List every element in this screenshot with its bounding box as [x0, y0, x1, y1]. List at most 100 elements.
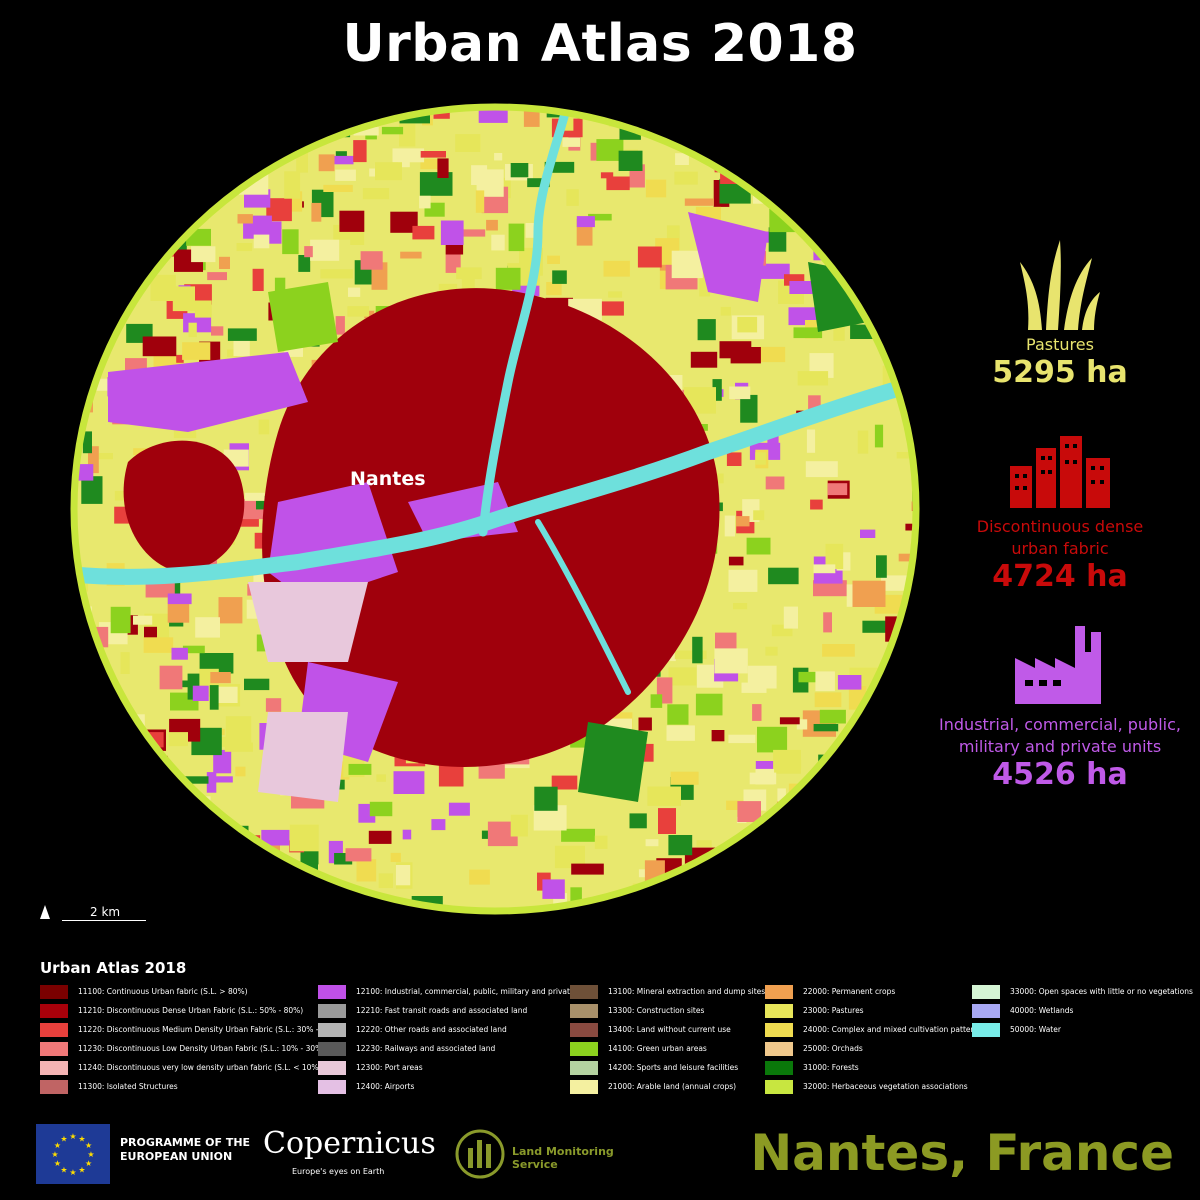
- legend-label: 11100: Continuous Urban fabric (S.L. > 8…: [78, 987, 248, 996]
- land-patch: [768, 227, 787, 252]
- legend-item: 11240: Discontinuous very low density ur…: [40, 1058, 340, 1077]
- eu-star-icon: ★: [69, 1132, 76, 1141]
- land-patch: [804, 173, 829, 185]
- copernicus-logo: Copernicus: [263, 1126, 436, 1161]
- land-patch: [368, 830, 392, 844]
- legend-item: 31000: Forests: [765, 1058, 982, 1077]
- legend-swatch: [40, 1003, 68, 1018]
- land-patch: [668, 835, 693, 856]
- land-patch: [412, 225, 435, 240]
- scale-line: [62, 920, 146, 921]
- land-patch: [75, 309, 86, 338]
- land-patch: [785, 878, 796, 898]
- land-patch: [241, 107, 275, 125]
- land-patch: [756, 263, 790, 279]
- legend-label: 12230: Railways and associated land: [356, 1044, 496, 1053]
- legend-item: 13400: Land without current use: [570, 1020, 765, 1039]
- land-patch: [828, 142, 861, 163]
- land-patch: [810, 821, 827, 845]
- land-use-map[interactable]: Nantes: [68, 102, 922, 916]
- land-patch: [494, 153, 503, 161]
- land-patch: [638, 717, 652, 731]
- land-patch: [219, 256, 230, 269]
- land-patch: [878, 821, 890, 832]
- stat-urban-fabric: Discontinuous dense urban fabric 4724 ha: [935, 436, 1185, 594]
- stat-value: 5295 ha: [992, 355, 1128, 390]
- land-patch: [552, 270, 567, 284]
- land-patch: [787, 823, 821, 839]
- legend-label: 33000: Open spaces with little or no veg…: [1010, 987, 1193, 996]
- land-patch: [159, 820, 191, 833]
- land-patch: [161, 126, 178, 141]
- legend-label: 12220: Other roads and associated land: [356, 1025, 507, 1034]
- land-patch: [242, 899, 269, 911]
- land-patch: [810, 499, 823, 510]
- land-patch: [580, 107, 596, 113]
- land-patch: [921, 573, 922, 583]
- north-arrow-icon: [40, 905, 50, 919]
- land-patch: [189, 118, 210, 129]
- legend-swatch: [40, 1041, 68, 1056]
- land-patch: [318, 154, 335, 172]
- land-patch: [154, 813, 177, 825]
- land-patch: [769, 865, 798, 885]
- land-patch: [227, 517, 259, 527]
- land-patch: [74, 787, 102, 797]
- land-patch: [779, 717, 800, 725]
- land-patch: [286, 121, 295, 133]
- land-patch: [690, 351, 718, 368]
- land-patch: [894, 829, 916, 853]
- land-patch: [348, 763, 372, 775]
- land-patch: [136, 856, 154, 870]
- scale-bar: 2 km: [40, 903, 160, 925]
- land-patch: [760, 150, 791, 165]
- land-patch: [833, 317, 845, 341]
- land-patch: [193, 842, 214, 863]
- legend-swatch: [765, 1060, 793, 1075]
- land-patch: [851, 125, 881, 146]
- land-patch: [815, 671, 835, 692]
- land-patch: [759, 155, 786, 180]
- land-patch: [437, 158, 449, 178]
- legend-column: 33000: Open spaces with little or no veg…: [972, 982, 1193, 1039]
- land-patch: [915, 558, 916, 586]
- land-patch: [192, 685, 209, 701]
- land-patch: [448, 802, 470, 816]
- legend-label: 25000: Orchads: [803, 1044, 863, 1053]
- legend-item: 12210: Fast transit roads and associated…: [318, 1001, 595, 1020]
- land-patch: [154, 802, 186, 817]
- land-patch: [182, 645, 205, 654]
- land-patch: [666, 725, 695, 741]
- eu-star-icon: ★: [69, 1168, 76, 1177]
- land-patch: [510, 814, 528, 837]
- land-patch: [83, 256, 104, 272]
- land-patch: [335, 316, 345, 335]
- land-patch: [345, 848, 372, 862]
- land-patch: [291, 117, 319, 134]
- land-patch: [728, 569, 758, 592]
- land-patch: [390, 852, 401, 862]
- legend-label: 11220: Discontinuous Medium Density Urba…: [78, 1025, 341, 1034]
- land-patch: [852, 580, 886, 607]
- land-patch: [728, 734, 756, 744]
- land-patch: [132, 796, 162, 821]
- land-patch: [393, 771, 425, 794]
- land-patch: [637, 246, 662, 268]
- map-svg: [70, 103, 922, 915]
- land-patch: [877, 829, 908, 844]
- land-patch: [551, 775, 578, 790]
- land-patch: [213, 736, 244, 747]
- land-patch: [898, 553, 916, 562]
- land-patch: [825, 543, 844, 569]
- legend-item: 50000: Water: [972, 1020, 1193, 1039]
- land-patch: [668, 667, 697, 686]
- legend-label: 12210: Fast transit roads and associated…: [356, 1006, 528, 1015]
- land-patch: [741, 860, 753, 871]
- land-patch: [224, 742, 253, 752]
- land-patch: [798, 834, 826, 859]
- land-patch: [813, 564, 836, 574]
- land-patch: [289, 824, 319, 852]
- land-patch: [867, 303, 877, 310]
- land-patch: [135, 877, 160, 886]
- land-patch: [87, 783, 114, 809]
